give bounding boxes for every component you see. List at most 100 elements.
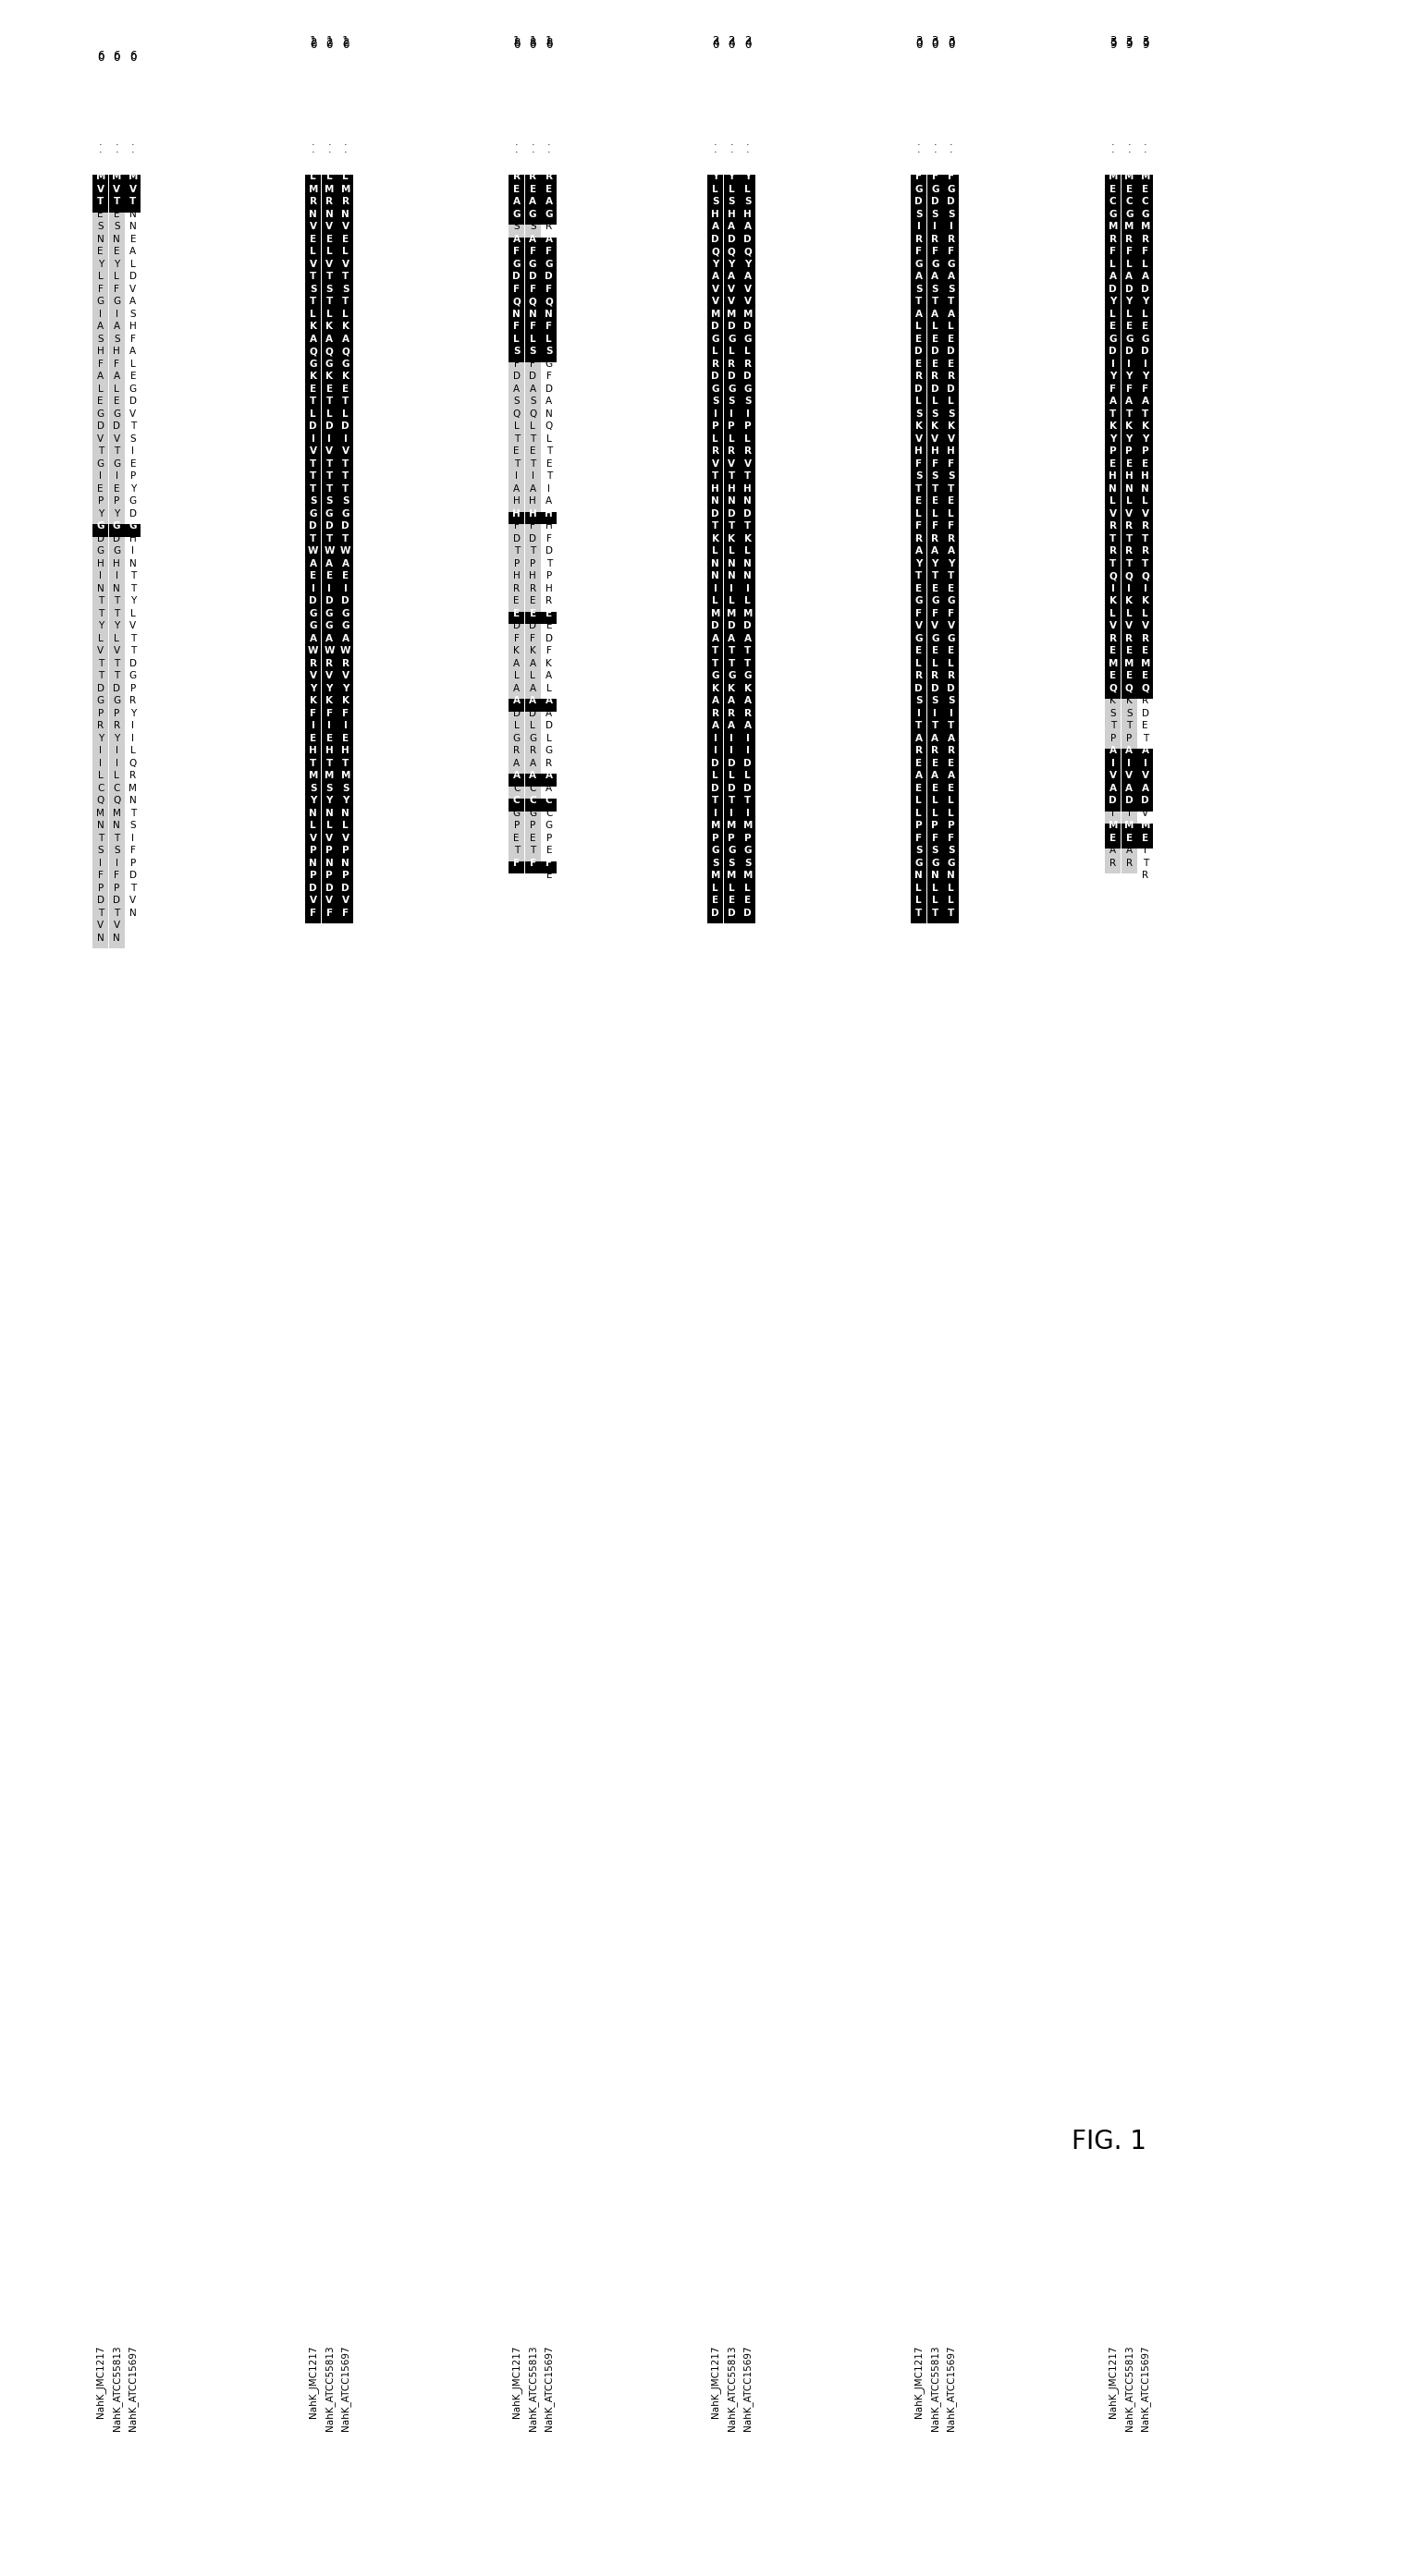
- Text: T: T: [916, 572, 921, 580]
- Text: T: T: [343, 471, 348, 482]
- Text: E: E: [916, 757, 921, 768]
- Bar: [1121, 636, 1136, 649]
- Bar: [509, 250, 525, 263]
- Text: I: I: [115, 757, 118, 768]
- Bar: [910, 224, 926, 237]
- Text: T: T: [343, 757, 348, 768]
- Bar: [92, 237, 108, 250]
- Text: G: G: [1142, 335, 1149, 343]
- Bar: [927, 337, 943, 350]
- Text: 0: 0: [326, 39, 333, 52]
- Text: V: V: [947, 435, 954, 443]
- Text: F: F: [546, 371, 552, 381]
- Text: N: N: [326, 858, 333, 868]
- Bar: [125, 201, 141, 211]
- Text: 3: 3: [947, 36, 954, 46]
- Text: D: D: [529, 533, 536, 544]
- Text: NahK_ATCC15697: NahK_ATCC15697: [1140, 2344, 1150, 2432]
- Text: L: L: [745, 884, 751, 894]
- Bar: [337, 448, 353, 461]
- Bar: [1121, 737, 1136, 750]
- Text: L: L: [948, 896, 954, 904]
- Text: R: R: [1126, 858, 1132, 868]
- Text: N: N: [744, 572, 752, 580]
- Bar: [724, 912, 739, 925]
- Bar: [943, 363, 958, 374]
- Bar: [306, 224, 321, 237]
- Bar: [509, 837, 525, 848]
- Text: I: I: [115, 858, 118, 868]
- Text: M: M: [1108, 222, 1118, 232]
- Text: L: L: [916, 809, 921, 817]
- Text: E: E: [916, 647, 921, 654]
- Text: NahK_JMC1217: NahK_JMC1217: [512, 2344, 522, 2416]
- Bar: [927, 724, 943, 737]
- Text: E: E: [948, 358, 954, 368]
- Text: N: N: [728, 559, 735, 569]
- Text: 4: 4: [712, 39, 720, 49]
- Text: I: I: [747, 809, 749, 817]
- Text: V: V: [744, 283, 751, 294]
- Text: A: A: [728, 721, 735, 732]
- Text: G: G: [947, 858, 956, 868]
- Text: N: N: [529, 309, 538, 319]
- Text: P: P: [931, 822, 939, 829]
- Text: R: R: [1142, 234, 1149, 245]
- Text: F: F: [948, 608, 954, 618]
- Bar: [92, 286, 108, 299]
- Text: L: L: [931, 659, 939, 667]
- Bar: [1121, 201, 1136, 211]
- Bar: [1121, 263, 1136, 276]
- Text: K: K: [947, 422, 954, 430]
- Text: A: A: [931, 770, 939, 781]
- Text: S: S: [114, 222, 119, 232]
- Text: G: G: [728, 672, 735, 680]
- Text: L: L: [131, 608, 135, 618]
- Bar: [92, 811, 108, 824]
- Text: H: H: [711, 484, 720, 495]
- Text: Y: Y: [728, 173, 735, 180]
- Bar: [910, 860, 926, 873]
- Text: M: M: [1140, 222, 1150, 232]
- Text: L: L: [745, 435, 751, 443]
- Text: L: L: [530, 721, 536, 732]
- Text: N: N: [309, 209, 317, 219]
- Bar: [92, 350, 108, 363]
- Bar: [306, 824, 321, 837]
- Bar: [509, 487, 525, 500]
- Text: A: A: [916, 273, 923, 281]
- Bar: [1121, 600, 1136, 611]
- Bar: [910, 837, 926, 848]
- Text: R: R: [513, 585, 520, 592]
- Bar: [1105, 724, 1121, 737]
- Bar: [525, 425, 540, 438]
- Text: F: F: [131, 845, 135, 855]
- Bar: [509, 737, 525, 750]
- Bar: [943, 526, 958, 536]
- Bar: [306, 286, 321, 299]
- Text: D: D: [112, 683, 121, 693]
- Bar: [306, 337, 321, 350]
- Bar: [724, 299, 739, 312]
- Text: S: S: [728, 198, 735, 206]
- Bar: [337, 500, 353, 513]
- Bar: [337, 688, 353, 698]
- Bar: [306, 860, 321, 873]
- Bar: [321, 536, 337, 549]
- Text: Y: Y: [931, 559, 939, 569]
- Bar: [707, 824, 722, 837]
- Bar: [1105, 860, 1121, 873]
- Text: .: .: [747, 144, 749, 155]
- Text: K: K: [326, 322, 333, 332]
- Text: M: M: [341, 185, 350, 193]
- Bar: [707, 386, 722, 399]
- Text: P: P: [712, 422, 720, 430]
- Text: .: .: [100, 144, 102, 155]
- Bar: [943, 636, 958, 649]
- Bar: [724, 425, 739, 438]
- Bar: [1121, 724, 1136, 737]
- Bar: [943, 325, 958, 337]
- Bar: [707, 211, 722, 224]
- Bar: [306, 425, 321, 438]
- Text: L: L: [1126, 497, 1132, 505]
